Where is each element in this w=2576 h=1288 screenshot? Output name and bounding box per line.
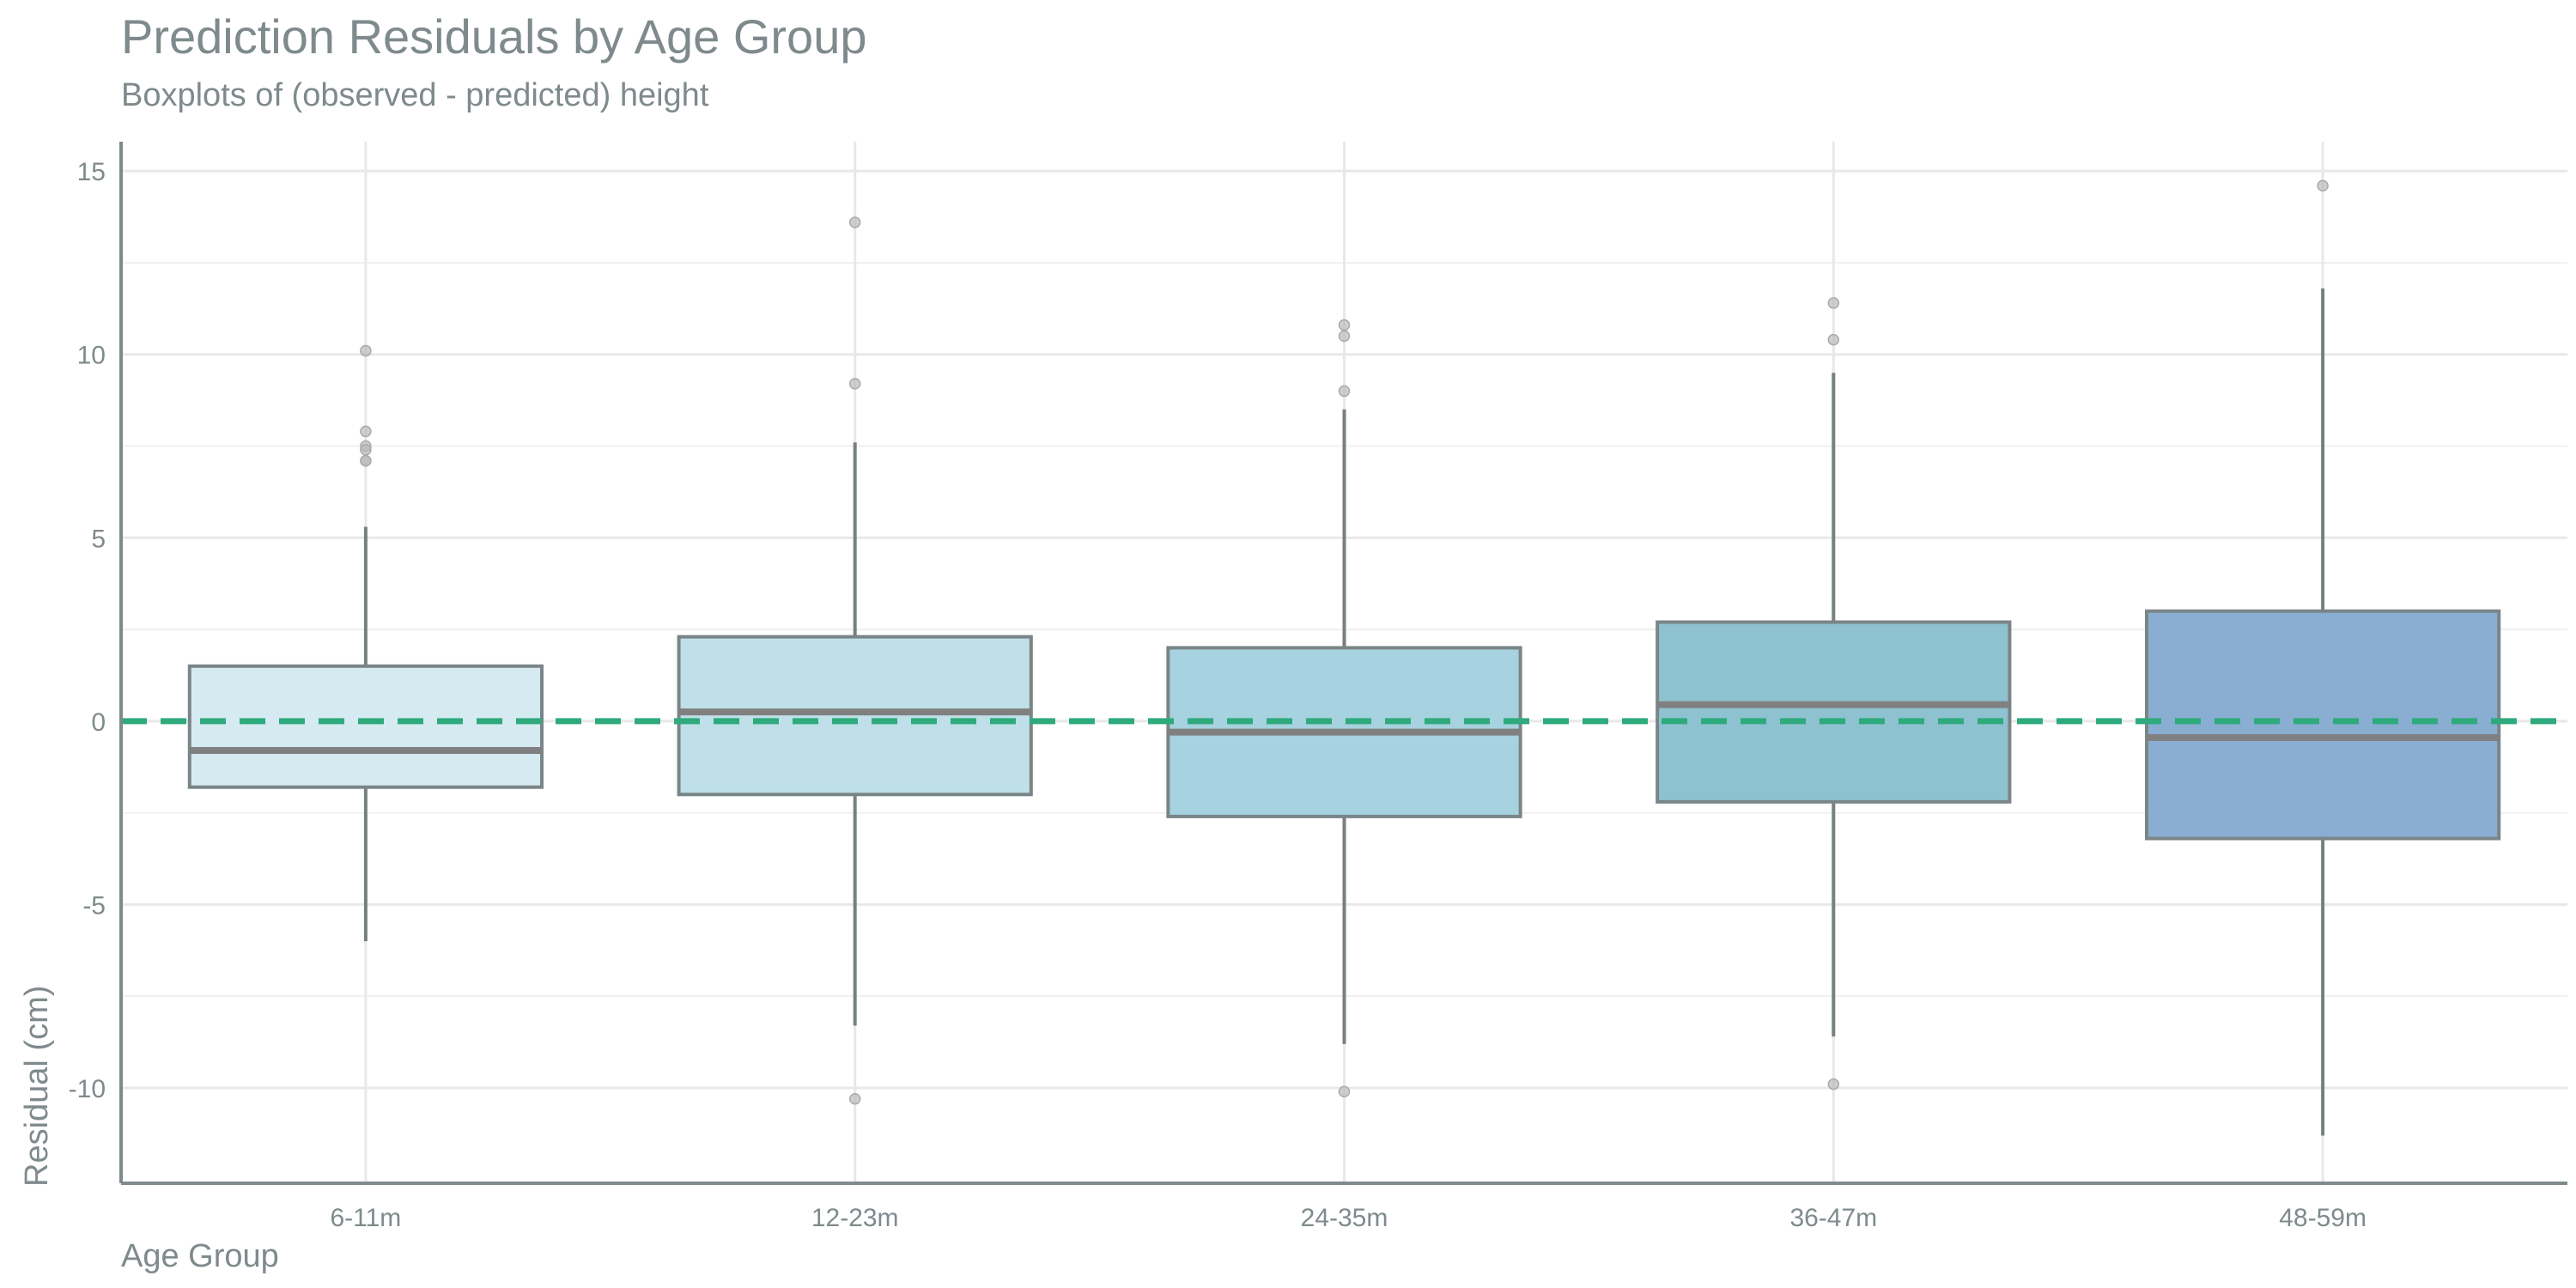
iqr-box <box>187 664 544 789</box>
y-tick-label: -10 <box>69 1075 106 1103</box>
x-tick-label: 36-47m <box>1789 1204 1877 1232</box>
outlier-point <box>1338 319 1351 331</box>
outlier-point <box>848 1093 861 1105</box>
iqr-box <box>677 635 1033 797</box>
y-tick-label: 0 <box>91 708 106 737</box>
chart-title: Prediction Residuals by Age Group <box>121 9 867 64</box>
outlier-point <box>848 378 861 390</box>
outlier-point <box>1338 385 1351 398</box>
x-tick-label: 24-35m <box>1301 1204 1388 1232</box>
box-24-35m <box>1166 319 1522 1097</box>
y-axis-title: Residual (cm) <box>19 986 55 1187</box>
outlier-point <box>1827 333 1840 346</box>
outlier-point <box>360 344 372 357</box>
outlier-point <box>360 425 372 438</box>
box-36-47m <box>1656 297 2012 1091</box>
outlier-point <box>360 444 372 456</box>
x-tick-label: 12-23m <box>811 1204 899 1232</box>
y-tick-label: 5 <box>91 525 106 553</box>
x-tick-label: 48-59m <box>2279 1204 2366 1232</box>
outlier-point <box>1827 297 1840 309</box>
y-tick-label: 10 <box>77 342 106 370</box>
outlier-point <box>360 454 372 467</box>
chart-subtitle: Boxplots of (observed - predicted) heigh… <box>121 77 709 113</box>
outlier-point <box>848 216 861 228</box>
outlier-point <box>1338 1085 1351 1097</box>
outlier-point <box>1827 1078 1840 1091</box>
box-48-59m <box>2144 179 2501 1136</box>
iqr-box <box>2144 609 2501 841</box>
y-tick-label: -5 <box>82 891 106 920</box>
outlier-point <box>1338 330 1351 343</box>
x-tick-label: 6-11m <box>330 1204 401 1232</box>
x-axis-title: Age Group <box>121 1238 279 1274</box>
iqr-box <box>1656 620 2012 804</box>
y-tick-label: 15 <box>77 158 106 186</box>
box-6-11m <box>187 344 544 942</box>
outlier-point <box>2317 179 2329 192</box>
box-12-23m <box>677 216 1033 1105</box>
